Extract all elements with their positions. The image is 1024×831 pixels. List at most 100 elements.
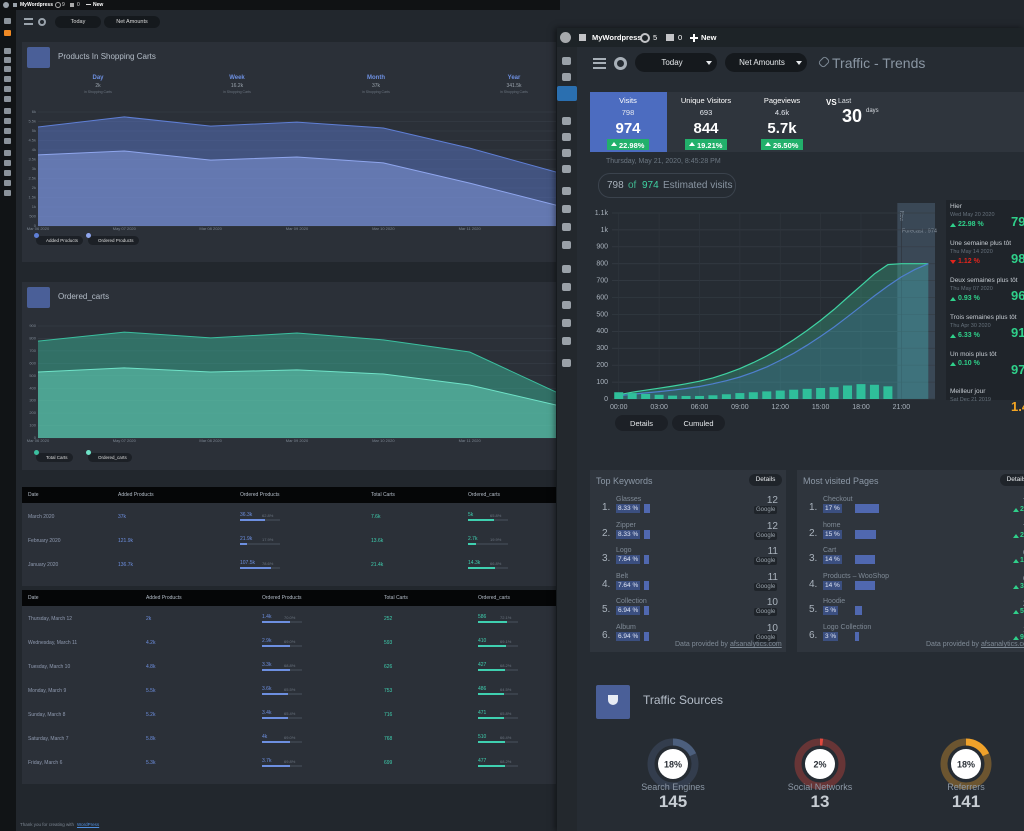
rank: 4. xyxy=(809,578,818,590)
comparison-value: 793 xyxy=(1011,214,1024,229)
details-button[interactable]: Details xyxy=(1000,474,1024,486)
menu-icon[interactable] xyxy=(4,30,11,36)
item-name[interactable]: Logo Collection xyxy=(823,623,872,631)
new-button[interactable]: New xyxy=(93,2,104,8)
menu-icon[interactable] xyxy=(562,223,571,231)
gauge-arc xyxy=(647,738,699,790)
menu-icon[interactable] xyxy=(4,86,11,92)
menu-icon[interactable] xyxy=(562,319,571,327)
menu-toggle[interactable] xyxy=(593,58,606,69)
period-note: in Shopping Carts xyxy=(223,90,251,94)
x-tick-label: 09:00 xyxy=(731,404,749,411)
item-name[interactable]: Logo xyxy=(616,547,632,554)
menu-icon[interactable] xyxy=(4,150,11,156)
item-name[interactable]: Checkout xyxy=(823,496,853,503)
menu-icon[interactable] xyxy=(562,149,571,157)
hourly-bar xyxy=(694,395,704,399)
item-name[interactable]: Glasses xyxy=(616,496,642,503)
menu-icon[interactable] xyxy=(562,241,571,249)
updates-count[interactable]: 5 xyxy=(653,33,658,42)
menu-icon[interactable] xyxy=(4,96,11,102)
menu-icon[interactable] xyxy=(562,205,571,213)
item-name[interactable]: Zipper xyxy=(616,521,636,529)
legend-item[interactable]: Total Carts xyxy=(34,450,73,462)
menu-icon[interactable] xyxy=(562,283,571,291)
legend-item[interactable]: Added Products xyxy=(34,233,84,245)
menu-icon[interactable] xyxy=(562,187,571,195)
today-dropdown[interactable]: Today xyxy=(55,16,101,28)
item-name[interactable]: Hoodie xyxy=(823,598,846,605)
settings-icon[interactable] xyxy=(38,18,46,26)
site-name[interactable]: MyWordpress xyxy=(20,2,53,8)
comments-count[interactable]: 0 xyxy=(678,33,683,42)
source-gauge: 18% xyxy=(940,738,992,790)
hourly-bar xyxy=(802,388,812,399)
menu-icon[interactable] xyxy=(4,18,11,24)
y-tick-label: 1.5k xyxy=(28,195,36,200)
menu-icon[interactable] xyxy=(562,359,571,367)
item-name[interactable]: Album xyxy=(616,623,636,631)
item-name[interactable]: Products – WooShop xyxy=(823,572,890,580)
site-name[interactable]: MyWordpress xyxy=(592,33,642,42)
legend-item[interactable]: Ordered Products xyxy=(86,233,139,245)
row-date: Friday, March 6 xyxy=(28,760,63,766)
menu-icon[interactable] xyxy=(4,118,11,124)
menu-icon[interactable] xyxy=(4,57,11,63)
legend-item[interactable]: Ordered_carts xyxy=(86,450,132,462)
progress-bar xyxy=(262,717,289,719)
menu-icon[interactable] xyxy=(4,128,11,134)
provider-link[interactable]: afsanalytics.com xyxy=(730,641,782,648)
period-label: Year xyxy=(507,75,521,81)
menu-icon[interactable] xyxy=(4,160,11,166)
footer-link[interactable]: WordPress xyxy=(77,822,100,827)
menu-icon[interactable] xyxy=(4,66,11,72)
page-change: 29.0% xyxy=(1020,531,1024,539)
comments-count[interactable]: 0 xyxy=(77,2,80,8)
details-button[interactable]: Details xyxy=(749,474,782,486)
cell-value: 36.3k xyxy=(240,512,253,518)
added-value: 4.8k xyxy=(146,664,156,670)
net-amounts-dropdown[interactable]: Net Amounts xyxy=(104,16,160,28)
y-tick-label: 100 xyxy=(29,423,36,428)
menu-icon[interactable] xyxy=(4,108,11,114)
settings-icon[interactable] xyxy=(614,57,627,70)
item-name[interactable]: Cart xyxy=(823,547,837,554)
menu-icon[interactable] xyxy=(4,48,11,54)
menu-icon[interactable] xyxy=(4,190,11,196)
home-icon[interactable] xyxy=(579,34,586,41)
menu-icon[interactable] xyxy=(562,57,571,65)
menu-icon[interactable] xyxy=(4,138,11,144)
total-value: 593 xyxy=(384,640,393,646)
hourly-bar xyxy=(668,395,678,399)
cell-value: 3.3k xyxy=(262,662,272,668)
menu-icon[interactable] xyxy=(4,170,11,176)
menu-icon[interactable] xyxy=(562,337,571,345)
arrow-icon xyxy=(611,142,617,146)
menu-icon[interactable] xyxy=(562,133,571,141)
today-dropdown[interactable]: Today xyxy=(635,53,717,72)
menu-icon[interactable] xyxy=(562,265,571,273)
menu-icon[interactable] xyxy=(562,301,571,309)
menu-icon[interactable] xyxy=(562,73,571,81)
menu-icon[interactable] xyxy=(562,117,571,125)
updates-count[interactable]: 9 xyxy=(62,2,65,8)
menu-icon[interactable] xyxy=(4,180,11,186)
provider-link[interactable]: afsanalytics.com xyxy=(981,641,1024,648)
menu-icon[interactable] xyxy=(562,165,571,173)
net-amounts-dropdown[interactable]: Net Amounts xyxy=(725,53,807,72)
item-name[interactable]: home xyxy=(823,521,841,529)
cell-percent: 62.8% xyxy=(262,513,274,518)
cumuled-button[interactable]: Cumuled xyxy=(672,415,725,431)
item-name[interactable]: Collection xyxy=(616,598,647,605)
new-button[interactable]: New xyxy=(701,33,717,42)
menu-toggle[interactable] xyxy=(24,18,33,25)
wp-logo[interactable] xyxy=(560,32,571,43)
details-button[interactable]: Details xyxy=(615,415,668,431)
chart-card: Ordered_carts 0 100 200 300 400 500 600 700 800 90… xyxy=(22,282,556,470)
item-name[interactable]: Belt xyxy=(616,572,629,580)
gauge-percent: 2% xyxy=(813,759,826,769)
menu-icon[interactable] xyxy=(557,86,577,101)
menu-icon[interactable] xyxy=(4,76,11,82)
progress-bar xyxy=(468,567,495,569)
kpi-change: 22.98% xyxy=(607,139,649,150)
